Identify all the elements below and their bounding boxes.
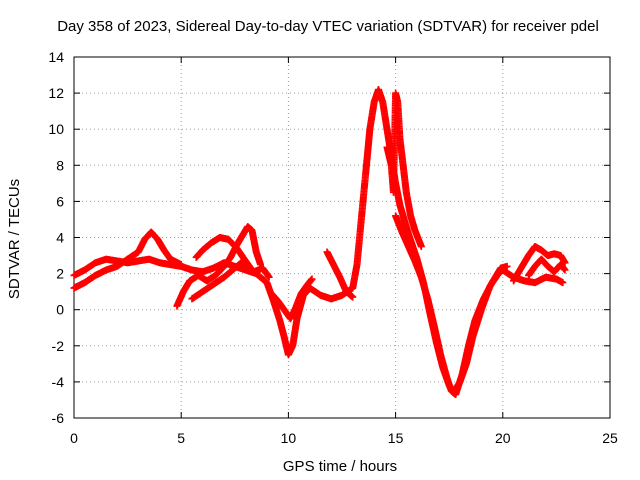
series-track-k: [525, 255, 569, 279]
x-axis-title: GPS time / hours: [283, 458, 397, 475]
data-point-marker: [417, 243, 425, 251]
y-tick-label: 2: [56, 266, 64, 282]
x-tick-label: 15: [388, 430, 404, 446]
data-point-marker: [248, 266, 256, 274]
data-point-marker: [559, 279, 567, 287]
chart-title: Day 358 of 2023, Sidereal Day-to-day VTE…: [57, 18, 599, 35]
x-tick-label: 25: [602, 430, 618, 446]
series-track-f: [267, 275, 316, 323]
x-tick-label: 0: [70, 430, 78, 446]
y-tick-label: 6: [56, 193, 64, 209]
y-tick-label: 4: [56, 230, 64, 246]
y-tick-label: 12: [48, 85, 64, 101]
data-point-marker: [308, 275, 316, 283]
series-track-g: [323, 248, 357, 301]
y-tick-label: -6: [52, 410, 65, 426]
y-tick-label: 0: [56, 302, 64, 318]
x-tick-label: 5: [177, 430, 185, 446]
series-track-i: [392, 212, 511, 399]
y-tick-label: 10: [48, 121, 64, 137]
series-track-j: [510, 243, 569, 285]
y-tick-label: -2: [52, 338, 65, 354]
data-point-marker: [349, 293, 357, 301]
series-track-h: [383, 89, 425, 251]
data-point-marker: [177, 261, 185, 269]
data-point-marker: [265, 273, 273, 281]
x-tick-label: 20: [495, 430, 511, 446]
data-series: [70, 85, 569, 399]
data-point-marker: [561, 266, 569, 274]
data-point-marker: [503, 262, 511, 270]
y-tick-label: 8: [56, 157, 64, 173]
y-tick-label: -4: [52, 374, 65, 390]
y-tick-label: 14: [48, 49, 64, 65]
axis-ticks: 0 5 10 15 20 25 -6 -4 -2 0 2 4 6 8 10 12 14: [48, 49, 618, 446]
y-axis-title: SDTVAR / TECUs: [6, 179, 23, 299]
series-track-b: [70, 228, 185, 292]
x-tick-label: 10: [281, 430, 297, 446]
series-track-e: [192, 234, 256, 274]
